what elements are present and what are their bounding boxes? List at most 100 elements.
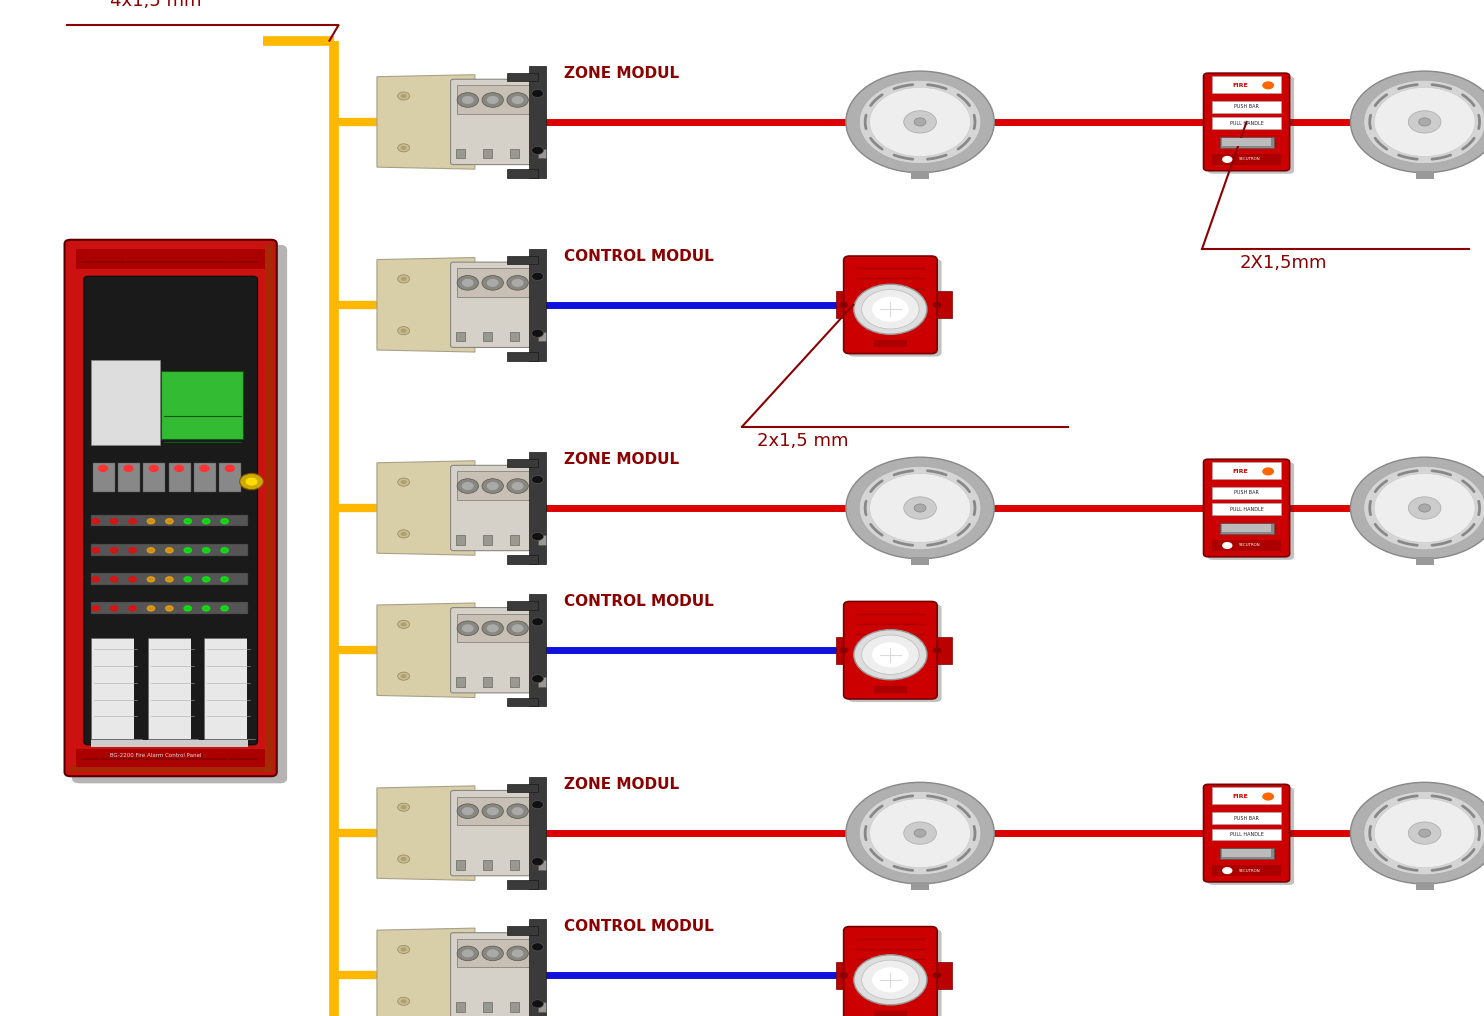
Circle shape [221, 518, 229, 524]
Bar [508, 256, 537, 264]
Bar [484, 1002, 493, 1012]
Circle shape [184, 577, 191, 582]
Bar [1221, 849, 1272, 858]
Circle shape [859, 466, 981, 550]
Circle shape [401, 277, 407, 281]
Circle shape [1408, 497, 1441, 519]
FancyBboxPatch shape [451, 465, 542, 551]
Circle shape [508, 946, 528, 961]
Text: FIRE: FIRE [1233, 795, 1248, 799]
Circle shape [398, 855, 410, 863]
Bar [92, 740, 248, 747]
Bar [1212, 101, 1281, 113]
Text: CONTROL MODUL: CONTROL MODUL [564, 594, 714, 609]
Bar [933, 962, 953, 989]
Circle shape [482, 804, 503, 819]
Circle shape [853, 630, 928, 680]
Bar [1416, 171, 1434, 179]
Circle shape [92, 577, 99, 582]
Bar [510, 860, 519, 870]
Circle shape [512, 949, 524, 957]
Bar [457, 614, 536, 642]
Bar [134, 638, 142, 739]
Circle shape [933, 302, 941, 308]
Bar [169, 463, 191, 492]
Bar [537, 534, 546, 545]
Polygon shape [377, 929, 475, 1016]
Circle shape [401, 480, 407, 485]
Circle shape [457, 946, 478, 961]
Circle shape [487, 482, 499, 490]
Polygon shape [377, 604, 475, 697]
Circle shape [853, 955, 928, 1005]
Circle shape [401, 622, 407, 626]
Bar [92, 544, 248, 556]
Bar [1212, 153, 1281, 165]
Circle shape [508, 621, 528, 636]
FancyBboxPatch shape [1208, 462, 1294, 560]
Bar [537, 331, 546, 341]
Circle shape [1223, 155, 1232, 163]
Bar [510, 148, 519, 158]
Circle shape [401, 856, 407, 862]
Circle shape [531, 89, 543, 98]
Bar [537, 1002, 546, 1012]
Bar [837, 962, 856, 989]
Circle shape [129, 548, 137, 553]
Text: CONTROL MODUL: CONTROL MODUL [564, 919, 714, 934]
Circle shape [92, 548, 99, 553]
Circle shape [200, 465, 209, 471]
Circle shape [904, 111, 936, 133]
Circle shape [1263, 81, 1275, 89]
Text: 4x1,5 mm: 4x1,5 mm [110, 0, 202, 10]
Circle shape [1408, 111, 1441, 133]
Circle shape [221, 548, 229, 553]
Bar [537, 677, 546, 687]
FancyBboxPatch shape [849, 259, 942, 357]
Circle shape [147, 577, 154, 582]
Circle shape [508, 479, 528, 494]
Circle shape [840, 647, 849, 653]
Bar [484, 148, 493, 158]
Text: PUSH BAR: PUSH BAR [1235, 816, 1258, 821]
Circle shape [398, 945, 410, 953]
Circle shape [226, 465, 234, 471]
Bar [537, 148, 546, 158]
Circle shape [166, 518, 174, 524]
Bar [510, 677, 519, 687]
Circle shape [240, 473, 264, 490]
Bar [508, 601, 537, 610]
FancyBboxPatch shape [451, 262, 542, 347]
Bar [911, 882, 929, 890]
Polygon shape [377, 786, 475, 880]
Text: 2X1,5mm: 2X1,5mm [1239, 254, 1327, 272]
Text: FIRE: FIRE [1233, 83, 1248, 87]
Bar [508, 784, 537, 792]
Polygon shape [377, 258, 475, 353]
Text: SECUTRON: SECUTRON [1239, 544, 1260, 548]
Circle shape [129, 518, 137, 524]
Circle shape [531, 475, 543, 484]
Bar [1212, 787, 1281, 804]
Bar [457, 939, 536, 967]
Bar [77, 749, 266, 767]
Text: FIRE: FIRE [1233, 469, 1248, 473]
Circle shape [110, 606, 117, 611]
Bar [484, 331, 493, 341]
Text: PULL HANDLE: PULL HANDLE [1230, 507, 1263, 512]
Bar [266, 244, 273, 772]
Text: BG-2200 Fire Alarm Control Panel: BG-2200 Fire Alarm Control Panel [110, 753, 202, 758]
Bar [508, 459, 537, 467]
Circle shape [487, 949, 499, 957]
Bar [508, 881, 537, 889]
FancyBboxPatch shape [843, 927, 938, 1016]
Bar [144, 463, 165, 492]
Text: ZONE MODUL: ZONE MODUL [564, 452, 680, 466]
Polygon shape [377, 461, 475, 555]
Circle shape [482, 479, 503, 494]
Circle shape [531, 532, 543, 541]
Bar [1212, 541, 1281, 551]
Circle shape [859, 791, 981, 875]
Circle shape [398, 998, 410, 1006]
Bar [874, 1011, 907, 1016]
